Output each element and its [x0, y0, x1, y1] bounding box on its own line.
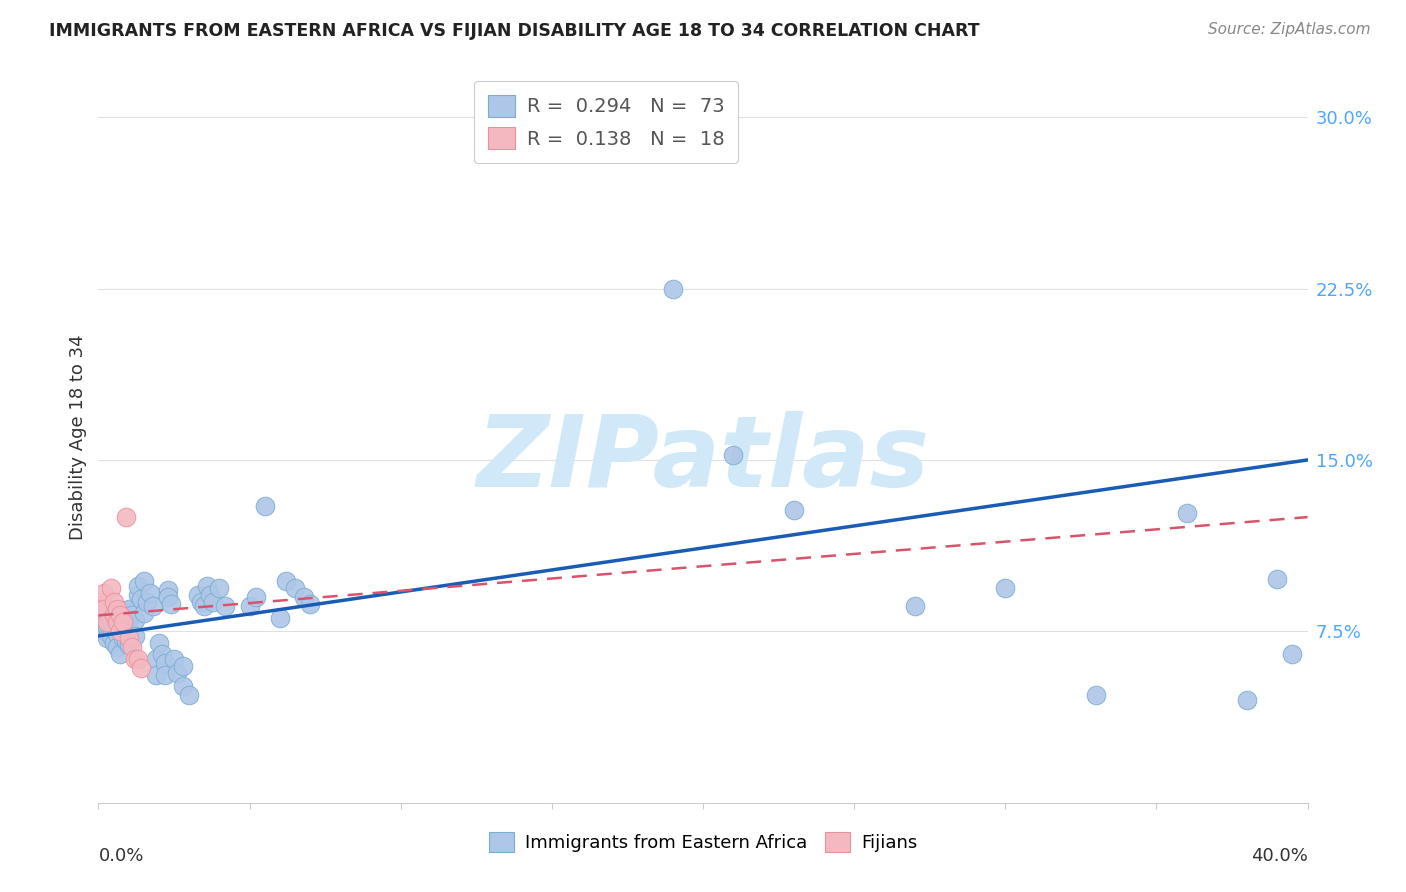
- Point: [96, 615, 118, 630]
- Point: [118, 632, 141, 646]
- Point: [121, 608, 143, 623]
- Point: [208, 581, 231, 595]
- Point: [124, 613, 146, 627]
- Point: [148, 636, 170, 650]
- Point: [129, 661, 152, 675]
- Point: [299, 597, 322, 611]
- Point: [100, 629, 122, 643]
- Point: [103, 622, 125, 636]
- Point: [195, 579, 218, 593]
- Point: [118, 601, 141, 615]
- Point: [90, 617, 112, 632]
- Point: [93, 624, 115, 639]
- Point: [103, 636, 125, 650]
- Point: [111, 610, 134, 624]
- Point: [153, 667, 176, 681]
- Point: [156, 583, 179, 598]
- Y-axis label: Disability Age 18 to 34: Disability Age 18 to 34: [69, 334, 87, 540]
- Point: [108, 624, 131, 639]
- Point: [253, 499, 276, 513]
- Point: [994, 581, 1017, 595]
- Point: [200, 588, 222, 602]
- Point: [114, 510, 136, 524]
- Point: [124, 652, 146, 666]
- Point: [179, 689, 201, 703]
- Point: [105, 626, 128, 640]
- Point: [93, 613, 115, 627]
- Point: [160, 597, 183, 611]
- Point: [103, 608, 125, 623]
- Point: [274, 574, 297, 588]
- Point: [100, 615, 122, 630]
- Point: [783, 503, 806, 517]
- Point: [118, 638, 141, 652]
- Point: [127, 588, 149, 602]
- Point: [105, 601, 128, 615]
- Point: [269, 610, 291, 624]
- Point: [1267, 572, 1289, 586]
- Point: [93, 585, 115, 599]
- Point: [103, 595, 125, 609]
- Point: [90, 595, 112, 609]
- Point: [153, 657, 176, 671]
- Point: [284, 581, 307, 595]
- Point: [132, 574, 155, 588]
- Text: Source: ZipAtlas.com: Source: ZipAtlas.com: [1208, 22, 1371, 37]
- Point: [96, 620, 118, 634]
- Point: [108, 608, 131, 623]
- Point: [145, 652, 167, 666]
- Point: [108, 620, 131, 634]
- Point: [93, 601, 115, 615]
- Point: [127, 652, 149, 666]
- Point: [202, 595, 225, 609]
- Point: [172, 679, 194, 693]
- Point: [292, 590, 315, 604]
- Point: [1085, 689, 1108, 703]
- Point: [214, 599, 236, 614]
- Point: [127, 579, 149, 593]
- Text: 40.0%: 40.0%: [1251, 847, 1308, 864]
- Point: [132, 606, 155, 620]
- Point: [105, 615, 128, 630]
- Point: [135, 595, 157, 609]
- Legend: Immigrants from Eastern Africa, Fijians: Immigrants from Eastern Africa, Fijians: [481, 824, 925, 860]
- Point: [156, 590, 179, 604]
- Point: [118, 624, 141, 639]
- Point: [1236, 693, 1258, 707]
- Point: [166, 665, 188, 680]
- Point: [723, 449, 745, 463]
- Point: [108, 647, 131, 661]
- Point: [190, 595, 212, 609]
- Point: [96, 632, 118, 646]
- Point: [150, 647, 173, 661]
- Point: [904, 599, 927, 614]
- Text: 0.0%: 0.0%: [98, 847, 143, 864]
- Point: [145, 667, 167, 681]
- Point: [90, 606, 112, 620]
- Point: [142, 599, 165, 614]
- Point: [661, 281, 683, 295]
- Point: [193, 599, 215, 614]
- Point: [139, 585, 162, 599]
- Point: [163, 652, 186, 666]
- Point: [111, 615, 134, 630]
- Point: [586, 121, 609, 136]
- Point: [114, 633, 136, 648]
- Point: [1281, 647, 1303, 661]
- Point: [187, 588, 209, 602]
- Point: [121, 640, 143, 655]
- Point: [111, 632, 134, 646]
- Point: [105, 640, 128, 655]
- Point: [129, 592, 152, 607]
- Point: [100, 581, 122, 595]
- Point: [239, 599, 262, 614]
- Text: ZIPatlas: ZIPatlas: [477, 410, 929, 508]
- Point: [114, 604, 136, 618]
- Point: [245, 590, 267, 604]
- Text: IMMIGRANTS FROM EASTERN AFRICA VS FIJIAN DISABILITY AGE 18 TO 34 CORRELATION CHA: IMMIGRANTS FROM EASTERN AFRICA VS FIJIAN…: [49, 22, 980, 40]
- Point: [172, 658, 194, 673]
- Point: [124, 629, 146, 643]
- Point: [1175, 506, 1198, 520]
